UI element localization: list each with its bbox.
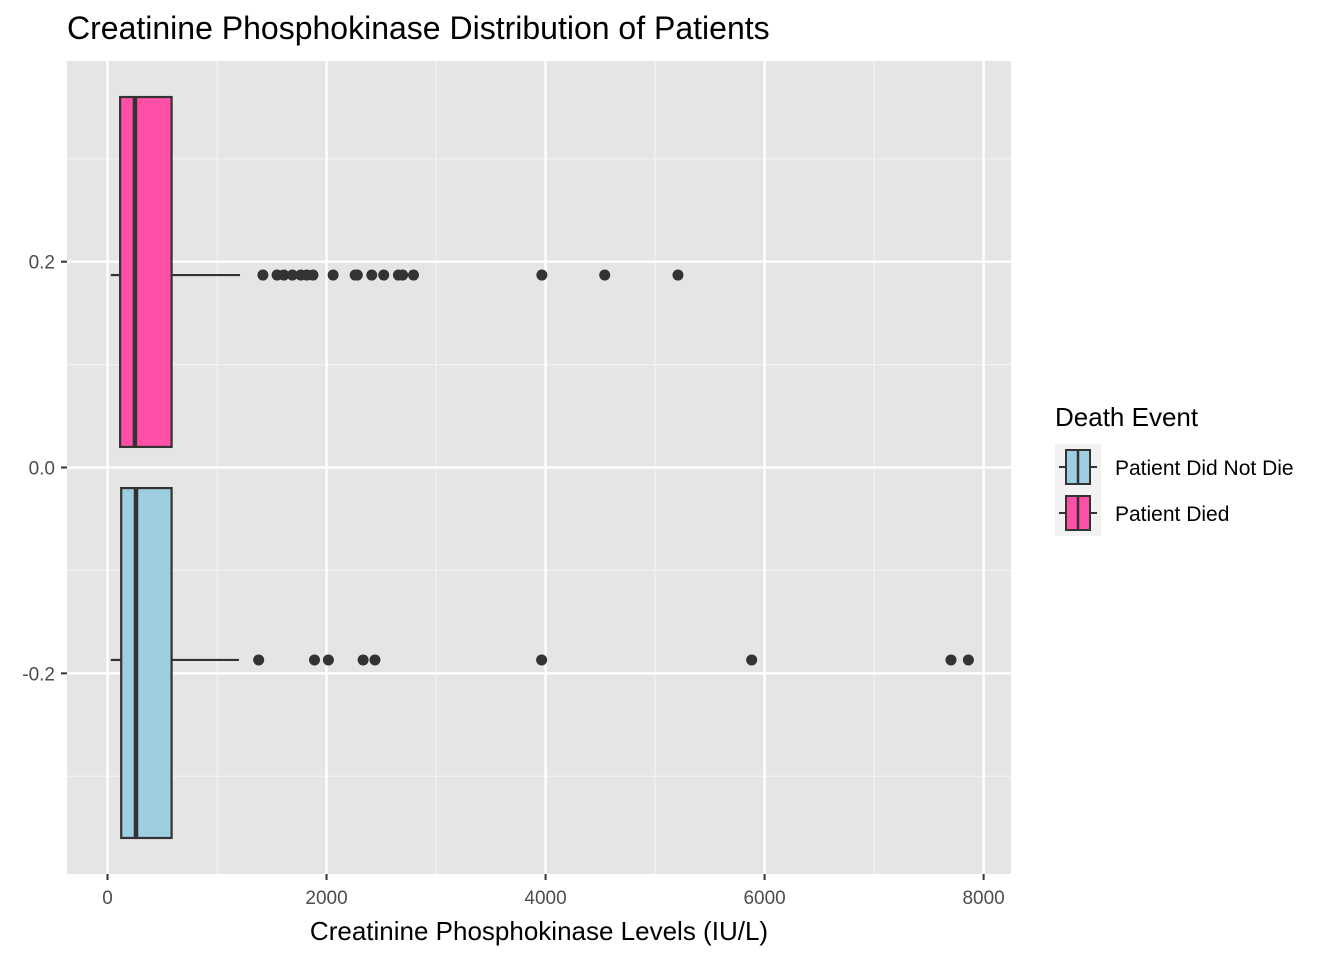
grid-lines	[67, 61, 1011, 874]
outlier-point	[322, 654, 334, 666]
outlier-point	[308, 654, 320, 666]
outlier-point	[746, 654, 758, 666]
outlier-point	[357, 654, 369, 666]
outlier-point	[286, 269, 298, 281]
y-tick-label: -0.2	[22, 664, 55, 685]
legend-label: Patient Did Not Die	[1115, 457, 1294, 480]
legend-title: Death Event	[1055, 402, 1199, 432]
outlier-point	[257, 269, 269, 281]
x-tick-label: 4000	[524, 888, 566, 909]
outlier-point	[369, 654, 381, 666]
outlier-point	[536, 654, 548, 666]
outlier-point	[962, 654, 974, 666]
y-tick-label: 0.0	[29, 459, 55, 480]
outlier-point	[278, 269, 290, 281]
x-tick-label: 0	[102, 888, 113, 909]
outlier-point	[307, 269, 319, 281]
legend-key	[1059, 449, 1097, 485]
outlier-point	[378, 269, 390, 281]
outlier-point	[536, 269, 548, 281]
legend: Death Event Patient Did Not Die Patient D…	[1055, 402, 1294, 536]
outlier-point	[253, 654, 265, 666]
x-axis-title: Creatinine Phosphokinase Levels (IU/L)	[310, 916, 768, 946]
x-axis: 0 2000 4000 6000 8000	[102, 874, 1005, 909]
box	[119, 95, 173, 449]
chart-title: Creatinine Phosphokinase Distribution of…	[67, 10, 770, 46]
box	[120, 486, 173, 840]
outlier-point	[945, 654, 957, 666]
outlier-point	[327, 269, 339, 281]
x-tick-label: 8000	[962, 888, 1004, 909]
box-group	[110, 95, 684, 449]
x-tick-label: 6000	[743, 888, 785, 909]
legend-label: Patient Died	[1115, 503, 1229, 526]
outlier-point	[672, 269, 684, 281]
y-tick-label: 0.2	[29, 253, 55, 274]
outlier-point	[407, 269, 419, 281]
outlier-point	[351, 269, 363, 281]
outlier-point	[599, 269, 611, 281]
y-axis: -0.2 0.0 0.2	[22, 253, 67, 685]
box-group	[110, 486, 974, 840]
box-series	[110, 95, 974, 840]
x-tick-label: 2000	[305, 888, 347, 909]
outlier-point	[397, 269, 409, 281]
legend-key	[1059, 495, 1097, 531]
outlier-point	[366, 269, 378, 281]
